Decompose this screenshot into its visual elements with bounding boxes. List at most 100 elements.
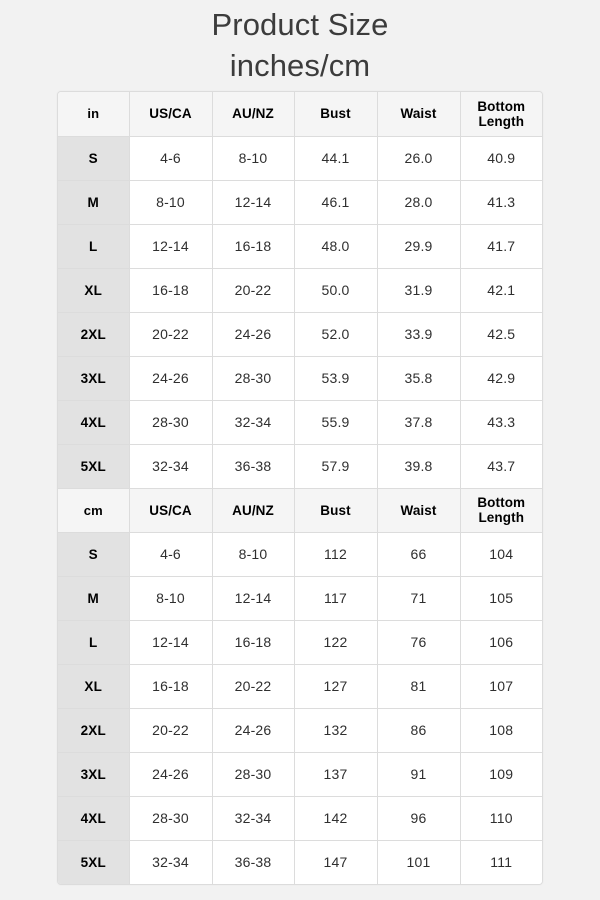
column-header-cell: Bust [293, 92, 378, 137]
table-row: M 8-10 12-14 117 71 105 [58, 575, 542, 621]
table-row: XL 16-18 20-22 50.0 31.9 42.1 [58, 267, 542, 313]
size-label-cell: L [58, 223, 130, 269]
table-row: 2XL 20-22 24-26 132 86 108 [58, 707, 542, 753]
measurement-cell: 20-22 [211, 267, 295, 313]
measurement-cell: 12-14 [211, 179, 295, 225]
column-header-cell: US/CA [128, 92, 213, 137]
measurement-cell: 37.8 [376, 399, 461, 445]
column-header-cell: Waist [376, 92, 461, 137]
size-label-cell: 5XL [58, 443, 130, 489]
measurement-cell: 28-30 [211, 355, 295, 401]
measurement-cell: 112 [293, 531, 378, 577]
size-label-cell: 3XL [58, 355, 130, 401]
measurement-cell: 32-34 [211, 399, 295, 445]
table-row: 3XL 24-26 28-30 137 91 109 [58, 751, 542, 797]
measurement-cell: 4-6 [128, 135, 213, 181]
measurement-cell: 24-26 [211, 707, 295, 753]
table-row: M 8-10 12-14 46.1 28.0 41.3 [58, 179, 542, 225]
measurement-cell: 12-14 [128, 619, 213, 665]
size-label-cell: XL [58, 663, 130, 709]
measurement-cell: 142 [293, 795, 378, 841]
measurement-cell: 16-18 [128, 663, 213, 709]
measurement-cell: 4-6 [128, 531, 213, 577]
page-title-line-1: Product Size [211, 7, 389, 42]
measurement-cell: 32-34 [128, 839, 213, 884]
measurement-cell: 66 [376, 531, 461, 577]
measurement-cell: 36-38 [211, 839, 295, 884]
size-label-cell: L [58, 619, 130, 665]
measurement-cell: 8-10 [211, 531, 295, 577]
measurement-cell: 32-34 [211, 795, 295, 841]
measurement-cell: 137 [293, 751, 378, 797]
measurement-cell: 57.9 [293, 443, 378, 489]
measurement-cell: 109 [459, 751, 542, 797]
measurement-cell: 20-22 [211, 663, 295, 709]
measurement-cell: 24-26 [128, 355, 213, 401]
measurement-cell: 147 [293, 839, 378, 884]
measurement-cell: 132 [293, 707, 378, 753]
measurement-cell: 8-10 [128, 575, 213, 621]
measurement-cell: 35.8 [376, 355, 461, 401]
table-row: 5XL 32-34 36-38 57.9 39.8 43.7 [58, 443, 542, 489]
column-header-cell: Bust [293, 487, 378, 533]
measurement-cell: 42.9 [459, 355, 542, 401]
unit-header-cell: cm [58, 487, 130, 533]
measurement-cell: 32-34 [128, 443, 213, 489]
measurement-cell: 39.8 [376, 443, 461, 489]
measurement-cell: 96 [376, 795, 461, 841]
table-row: XL 16-18 20-22 127 81 107 [58, 663, 542, 709]
measurement-cell: 106 [459, 619, 542, 665]
size-label-cell: M [58, 575, 130, 621]
table-header-row-in: in US/CA AU/NZ Bust Waist Bottom Length [58, 92, 542, 137]
measurement-cell: 104 [459, 531, 542, 577]
size-chart-table: in US/CA AU/NZ Bust Waist Bottom Length S 4-6 8-… [58, 92, 542, 884]
measurement-cell: 50.0 [293, 267, 378, 313]
column-header-cell: Waist [376, 487, 461, 533]
measurement-cell: 29.9 [376, 223, 461, 269]
measurement-cell: 16-18 [128, 267, 213, 313]
measurement-cell: 28.0 [376, 179, 461, 225]
measurement-cell: 41.7 [459, 223, 542, 269]
table-row: S 4-6 8-10 112 66 104 [58, 531, 542, 577]
measurement-cell: 117 [293, 575, 378, 621]
measurement-cell: 91 [376, 751, 461, 797]
measurement-cell: 12-14 [128, 223, 213, 269]
measurement-cell: 16-18 [211, 223, 295, 269]
measurement-cell: 71 [376, 575, 461, 621]
measurement-cell: 8-10 [211, 135, 295, 181]
measurement-cell: 20-22 [128, 311, 213, 357]
column-header-cell: AU/NZ [211, 487, 295, 533]
size-label-cell: 4XL [58, 399, 130, 445]
measurement-cell: 42.1 [459, 267, 542, 313]
measurement-cell: 28-30 [211, 751, 295, 797]
measurement-cell: 43.7 [459, 443, 542, 489]
table-row: 5XL 32-34 36-38 147 101 111 [58, 839, 542, 884]
measurement-cell: 127 [293, 663, 378, 709]
measurement-cell: 8-10 [128, 179, 213, 225]
measurement-cell: 81 [376, 663, 461, 709]
measurement-cell: 122 [293, 619, 378, 665]
size-label-cell: 4XL [58, 795, 130, 841]
measurement-cell: 24-26 [211, 311, 295, 357]
column-header-cell: US/CA [128, 487, 213, 533]
size-label-cell: S [58, 135, 130, 181]
measurement-cell: 111 [459, 839, 542, 884]
size-label-cell: 2XL [58, 707, 130, 753]
measurement-cell: 42.5 [459, 311, 542, 357]
measurement-cell: 55.9 [293, 399, 378, 445]
table-row: L 12-14 16-18 122 76 106 [58, 619, 542, 665]
measurement-cell: 26.0 [376, 135, 461, 181]
table-row: 4XL 28-30 32-34 142 96 110 [58, 795, 542, 841]
table-row: 4XL 28-30 32-34 55.9 37.8 43.3 [58, 399, 542, 445]
size-label-cell: 2XL [58, 311, 130, 357]
measurement-cell: 43.3 [459, 399, 542, 445]
measurement-cell: 110 [459, 795, 542, 841]
measurement-cell: 44.1 [293, 135, 378, 181]
column-header-cell: Bottom Length [459, 487, 542, 533]
page-title-line-2: inches/cm [229, 48, 371, 83]
size-label-cell: 5XL [58, 839, 130, 884]
measurement-cell: 107 [459, 663, 542, 709]
table-row: 3XL 24-26 28-30 53.9 35.8 42.9 [58, 355, 542, 401]
measurement-cell: 48.0 [293, 223, 378, 269]
